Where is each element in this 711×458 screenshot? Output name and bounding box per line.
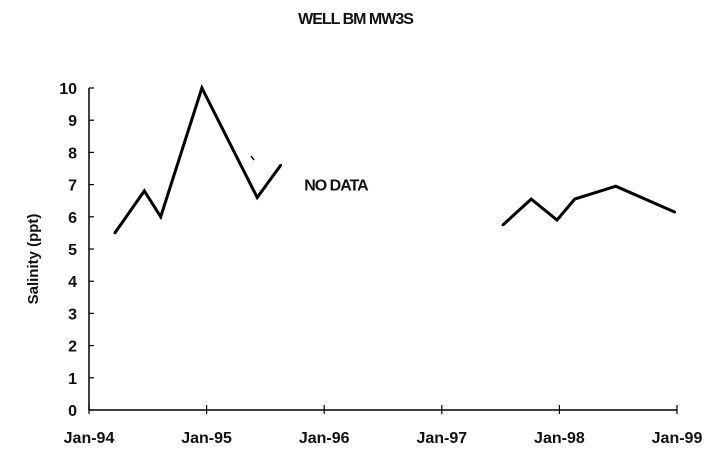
data-point [113,231,117,235]
y-tick-label: 0 [68,403,77,420]
x-tick-label: Jan-95 [181,430,232,447]
chart-title: WELL BM MW3S [298,11,414,28]
data-point [142,189,146,193]
data-point [501,223,505,227]
x-tick-label: Jan-94 [64,430,115,447]
y-tick-label: 9 [68,113,77,130]
x-tick-label: Jan-96 [299,430,350,447]
data-point [529,197,533,201]
data-point [573,197,577,201]
y-tick-label: 6 [68,210,77,227]
data-point [555,218,559,222]
y-axis-label: Salinity (ppt) [25,214,42,305]
annotation-text: NO DATA [304,178,369,195]
x-tick-label: Jan-98 [534,430,585,447]
data-point [159,215,163,219]
data-point [279,163,283,167]
axes [88,87,678,414]
y-tick-label: 2 [68,339,77,356]
data-point [200,86,204,90]
data-point [673,210,677,214]
labels: 0 1 2 3 4 5 6 7 8 9 10 Jan-94 Jan-95 Jan-96 Jan-97 Jan-… [25,81,702,447]
series-line [113,84,282,234]
y-tick-label: 3 [68,306,77,323]
y-tick-label: 1 [68,371,77,388]
data-point [255,196,259,199]
y-tick-label: 4 [68,274,77,291]
y-tick-label: 8 [68,145,77,162]
series-layer [113,84,677,235]
y-tick-label: 7 [68,178,77,195]
scan-artifact-mark [250,155,255,161]
x-tick-label: Jan-99 [652,430,703,447]
y-tick-label: 5 [68,242,77,259]
y-tick-label: 10 [59,81,77,98]
series-line [501,184,676,227]
x-tick-label: Jan-97 [416,430,467,447]
data-point [614,184,618,188]
